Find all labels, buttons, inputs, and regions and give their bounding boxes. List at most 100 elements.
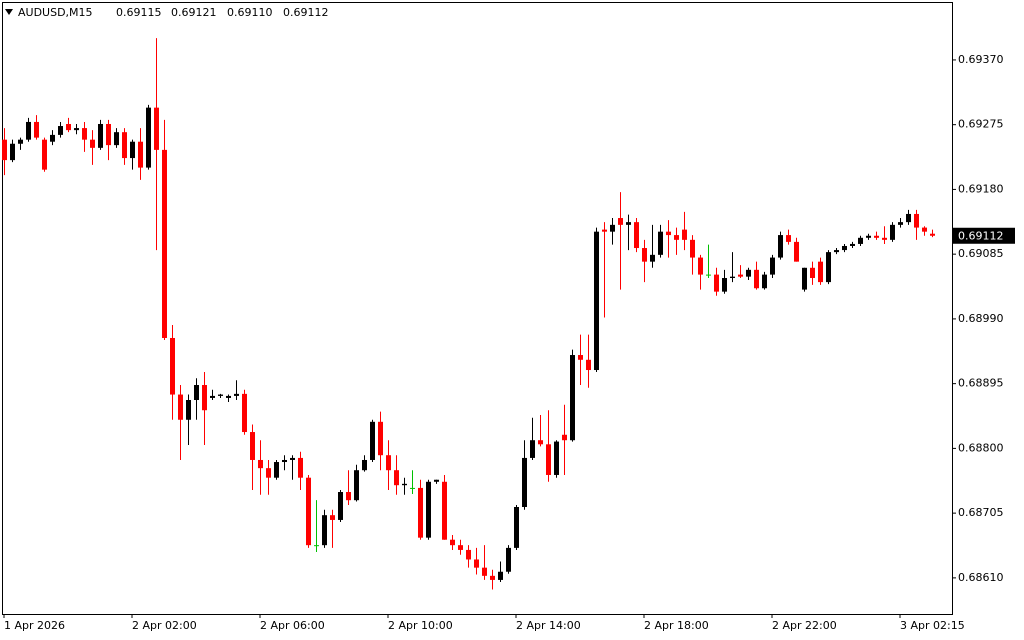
candle-body <box>410 487 415 489</box>
candle-body <box>290 457 295 460</box>
candle-body <box>642 248 647 262</box>
x-tick-label: 2 Apr 06:00 <box>260 619 325 632</box>
candle-body <box>362 459 367 471</box>
price-tag-label: 0.69112 <box>958 229 1004 242</box>
y-tick-label: 0.69275 <box>958 118 1004 131</box>
candle-body <box>2 139 7 161</box>
candle-body <box>162 149 167 338</box>
last-high: 0.69121 <box>171 6 217 19</box>
candle-body <box>450 539 455 546</box>
candle-body <box>650 254 655 262</box>
candle-body <box>170 337 175 395</box>
candle-body <box>146 107 151 168</box>
candle-body <box>330 515 335 520</box>
candle-body <box>546 444 551 475</box>
candle-body <box>234 393 239 396</box>
candle-body <box>538 440 543 445</box>
candle-body <box>906 213 911 223</box>
candle-body <box>186 400 191 420</box>
candle-body <box>298 457 303 478</box>
symbol: AUDUSD,M15 <box>18 6 93 19</box>
candle-body <box>490 575 495 580</box>
candle-body <box>194 385 199 401</box>
candle-body <box>482 567 487 576</box>
candle-body <box>114 132 119 146</box>
menu-triangle[interactable] <box>5 9 13 15</box>
candle-body <box>426 481 431 538</box>
candle-body <box>850 243 855 246</box>
candle-body <box>634 222 639 249</box>
x-tick-label: 2 Apr 02:00 <box>132 619 197 632</box>
candle-body <box>626 222 631 225</box>
candle-body <box>738 274 743 277</box>
candle-body <box>826 252 831 283</box>
candle-body <box>498 571 503 580</box>
candle-body <box>874 235 879 238</box>
candle-body <box>50 134 55 142</box>
candle-body <box>66 123 71 131</box>
candle-body <box>706 274 711 276</box>
candle-body <box>242 393 247 433</box>
candle-body <box>922 227 927 232</box>
candle-body <box>106 123 111 146</box>
candle-body <box>154 107 159 150</box>
candle-body <box>506 547 511 572</box>
candle-body <box>818 261 823 283</box>
candle-body <box>274 462 279 478</box>
candle-body <box>266 468 271 478</box>
candle-body <box>570 355 575 441</box>
candle-body <box>26 121 31 140</box>
candle-body <box>130 141 135 159</box>
candle-body <box>98 123 103 148</box>
candle-body <box>722 278 727 292</box>
candle-body <box>778 235 783 258</box>
x-tick-label: 1 Apr 2026 <box>4 619 65 632</box>
candle-body <box>178 394 183 420</box>
candle-body <box>218 394 223 396</box>
candle-body <box>890 224 895 240</box>
candle-body <box>402 483 407 486</box>
candle-body <box>522 457 527 508</box>
candle-body <box>58 126 63 135</box>
candle-body <box>338 492 343 520</box>
y-tick-label: 0.68705 <box>958 506 1004 519</box>
candle-body <box>346 492 351 501</box>
candle-body <box>698 257 703 275</box>
candle-body <box>322 515 327 546</box>
candle-body <box>530 440 535 458</box>
candle-body <box>10 143 15 161</box>
candle-body <box>658 231 663 255</box>
candle-body <box>306 477 311 546</box>
candle-body <box>42 139 47 170</box>
candle-body <box>458 545 463 550</box>
plot-frame <box>2 2 953 615</box>
candle-body <box>202 385 207 411</box>
candle-body <box>386 455 391 471</box>
candle-body <box>122 132 127 159</box>
x-tick-label: 2 Apr 18:00 <box>644 619 709 632</box>
candle-body <box>930 233 935 236</box>
candle-body <box>810 267 815 279</box>
y-tick-label: 0.68990 <box>958 312 1004 325</box>
candle-body <box>394 470 399 486</box>
candle-body <box>258 459 263 469</box>
y-tick-label: 0.69085 <box>958 247 1004 260</box>
candle-body <box>602 229 607 232</box>
candle-body <box>730 276 735 279</box>
candle-body <box>442 481 447 540</box>
candle-body <box>434 479 439 482</box>
candle-body <box>762 274 767 289</box>
candle-body <box>754 269 759 289</box>
candle-body <box>554 441 559 475</box>
last-open: 0.69115 <box>116 6 162 19</box>
candle-body <box>674 235 679 240</box>
candle-body <box>802 267 807 290</box>
candle-body <box>618 218 623 225</box>
candle-body <box>418 487 423 538</box>
candle-body <box>666 231 671 236</box>
candle-body <box>842 245 847 251</box>
candle-body <box>770 257 775 275</box>
candle-body <box>90 139 95 148</box>
